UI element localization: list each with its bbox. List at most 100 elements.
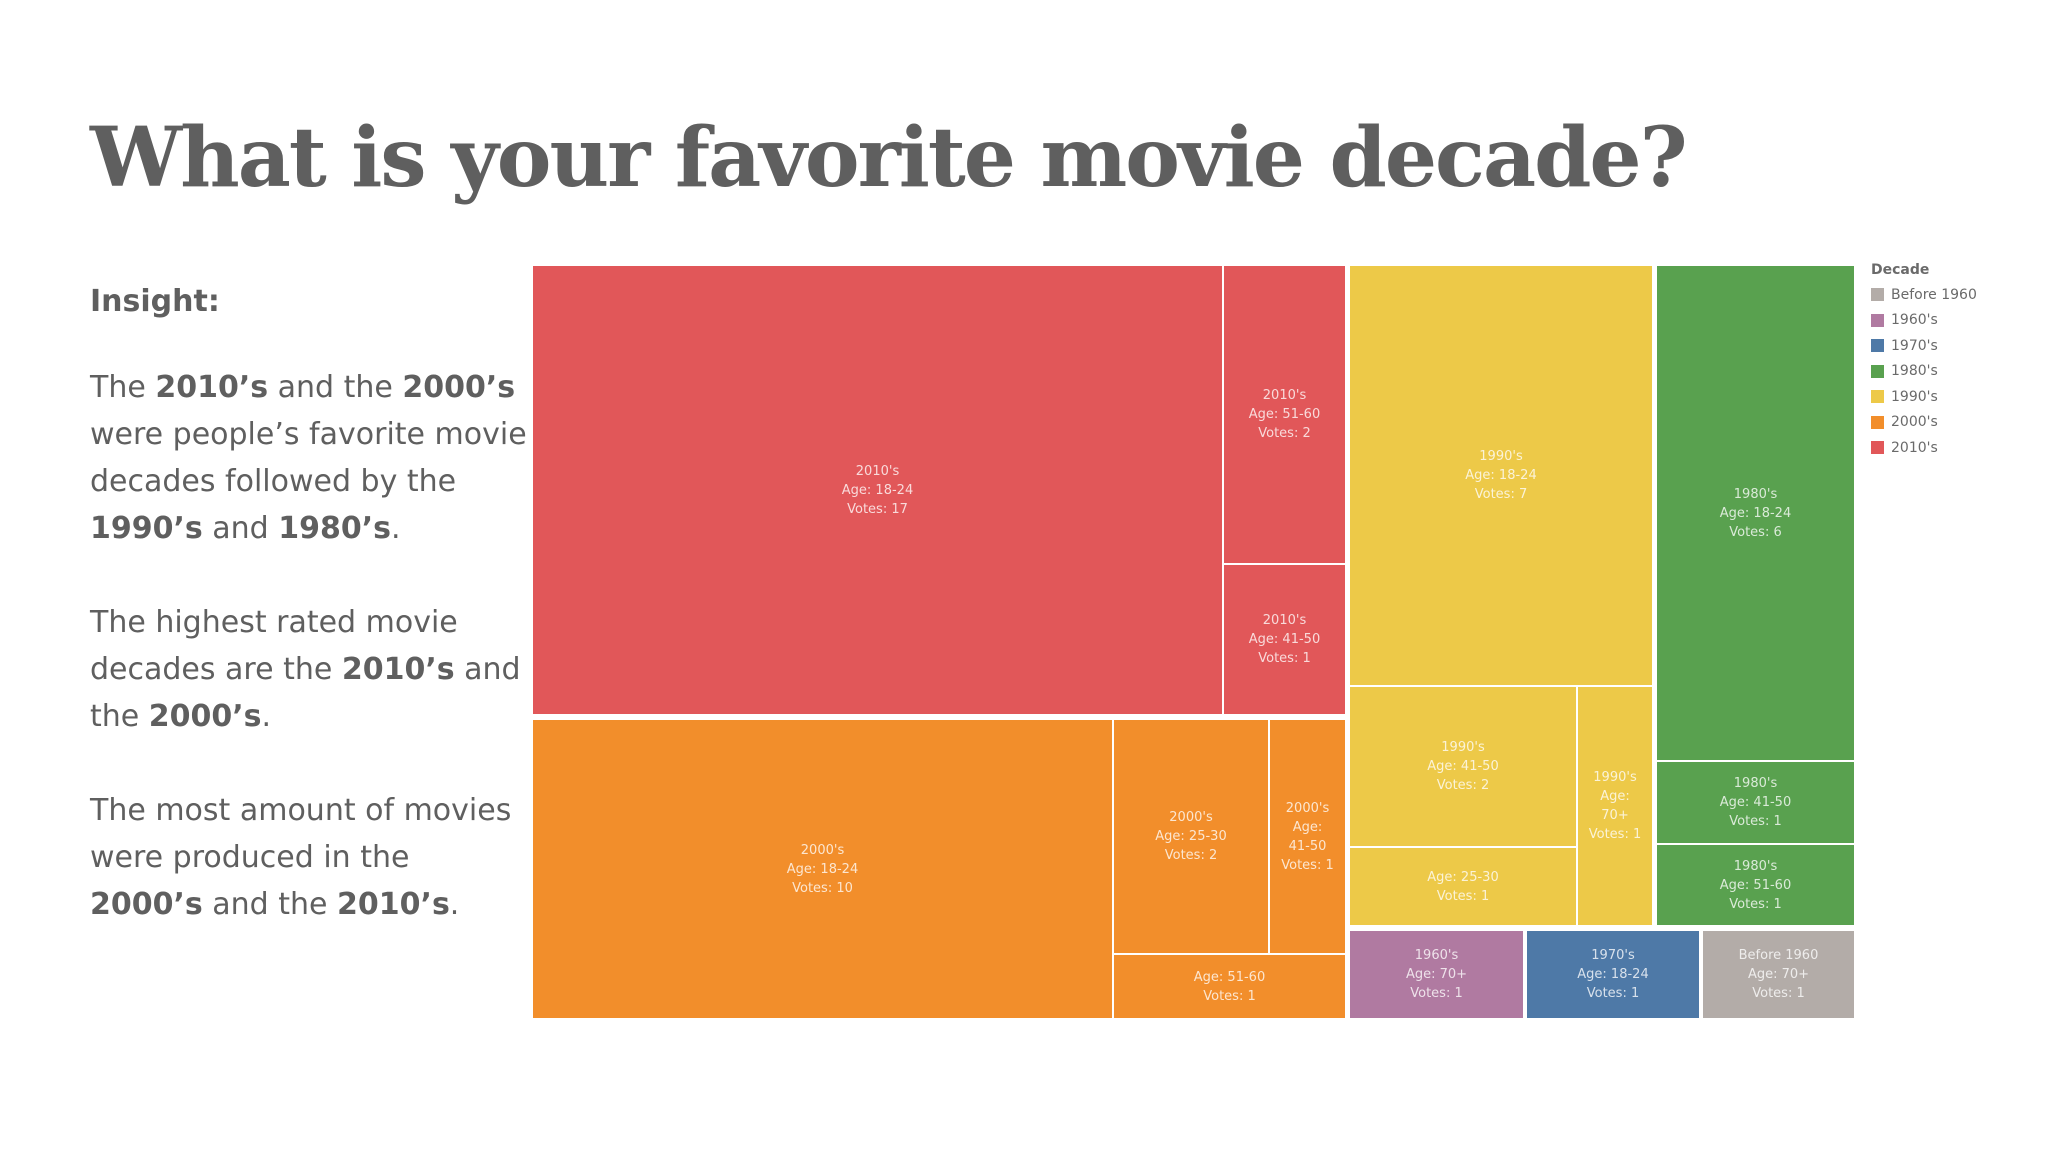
tile-label-line: 1980's <box>1733 776 1778 791</box>
tile-label: 2010's Age: 51-60 Votes: 2 <box>1249 386 1320 443</box>
tile-label-line: 1990's <box>1479 449 1523 464</box>
tile-label-line: 70+ <box>1601 808 1629 823</box>
tile-label: 1990's Age: 18-24 Votes: 7 <box>1465 447 1536 504</box>
treemap-tile: 1990's Age: 41-50 Votes: 2 <box>1350 687 1576 846</box>
tile-label-line: Votes: 6 <box>1729 524 1782 540</box>
insight-text: . <box>261 699 272 734</box>
legend-swatch <box>1871 288 1884 302</box>
tile-label-line: Votes: 1 <box>1729 896 1782 912</box>
tile-label-line: 1960's <box>1414 948 1459 963</box>
tile-label: 2010's Age: 18-24 Votes: 17 <box>842 462 913 519</box>
tile-label-line: Age: 18-24 <box>1465 468 1537 483</box>
tile-label-line: Age: 41-50 <box>1248 632 1321 647</box>
tile-label-line: Age: 25-30 <box>1155 829 1227 844</box>
insight-text: . <box>391 511 401 546</box>
insight-panel: Insight: The 2010’s and the 2000’s were … <box>90 282 530 975</box>
insight-paragraph-1: The 2010’s and the 2000’s were people’s … <box>90 364 530 552</box>
legend-label: 1960's <box>1891 312 1938 329</box>
tile-label-line: Votes: 1 <box>1586 986 1640 1001</box>
tile-label-line: Votes: 1 <box>1752 986 1805 1001</box>
treemap-tile: 1980's Age: 18-24 Votes: 6 <box>1657 266 1854 760</box>
tile-label: 1990's Age: 70+ Votes: 1 <box>1589 768 1642 844</box>
tile-label-line: Votes: 1 <box>1281 857 1334 873</box>
tile-label-line: Age: <box>1600 789 1630 804</box>
insight-emphasis: 2010’s <box>337 887 450 922</box>
tile-label-line: 2000's <box>800 842 845 858</box>
tile-label-line: Votes: 1 <box>1258 651 1311 666</box>
tile-label-line: Age: 70+ <box>1747 967 1810 982</box>
tile-label: 2000's Age: 41-50 Votes: 1 <box>1281 799 1334 875</box>
tile-label: 2000's Age: 25-30 Votes: 2 <box>1155 808 1226 865</box>
tile-label: 1990's Age: 41-50 Votes: 2 <box>1427 738 1498 795</box>
tile-label-line: Age: 18-24 <box>1577 967 1649 982</box>
legend-item: 1960's <box>1871 308 1977 334</box>
legend-item: Before 1960 <box>1871 282 1977 308</box>
page-title: What is your favorite movie decade? <box>90 110 1688 206</box>
insight-text: The highest rated movie decades are the <box>90 605 458 687</box>
insight-emphasis: 2010’s <box>155 370 269 405</box>
insight-emphasis: 2010’s <box>341 652 455 687</box>
legend-swatch <box>1871 313 1884 327</box>
chart-legend: Decade Before 1960 1960's 1970's 1980's 1990… <box>1871 262 1977 461</box>
insight-text: . <box>449 887 460 922</box>
tile-label-line: Votes: 10 <box>792 880 853 896</box>
treemap-tile: 1990's Age: 18-24 Votes: 7 <box>1350 266 1652 685</box>
legend-swatch <box>1871 441 1884 455</box>
tile-label-line: Votes: 1 <box>1729 814 1782 829</box>
insight-paragraph-2: The highest rated movie decades are the … <box>90 599 530 740</box>
treemap-tile: 1960's Age: 70+ Votes: 1 <box>1350 931 1523 1018</box>
legend-label: 2010's <box>1891 439 1938 456</box>
treemap-tile: Age: 25-30 Votes: 1 <box>1350 848 1576 925</box>
treemap-tile: Before 1960 Age: 70+ Votes: 1 <box>1703 931 1854 1018</box>
tile-label-line: 41-50 <box>1288 838 1327 854</box>
tile-label-line: Age: 70+ <box>1405 967 1468 982</box>
treemap-tile: 1980's Age: 51-60 Votes: 1 <box>1657 845 1854 925</box>
tile-label-line: Age: 18-24 <box>841 482 914 498</box>
tile-label-line: Votes: 1 <box>1203 988 1256 1004</box>
insight-paragraph-3: The most amount of movies were produced … <box>90 787 530 928</box>
legend-item: 2000's <box>1871 410 1977 436</box>
tile-label-line: 1980's <box>1733 486 1778 502</box>
treemap-tile: 1980's Age: 41-50 Votes: 1 <box>1657 762 1854 843</box>
tile-label-line: 2010's <box>1262 613 1307 628</box>
tile-label-line: Before 1960 <box>1738 948 1819 963</box>
tile-label: Before 1960 Age: 70+ Votes: 1 <box>1739 946 1819 1003</box>
treemap-chart: 2010's Age: 18-24 Votes: 17 2010's Age: 51-6… <box>533 266 1854 1018</box>
tile-label-line: 2010's <box>855 463 900 479</box>
tile-label-line: Votes: 1 <box>1410 986 1463 1001</box>
insight-heading: Insight: <box>90 284 220 319</box>
tile-label: 2010's Age: 41-50 Votes: 1 <box>1249 611 1320 668</box>
insight-text: and the <box>268 370 403 405</box>
legend-item: 1970's <box>1871 333 1977 359</box>
tile-label-line: Age: 18-24 <box>1719 505 1792 521</box>
insight-text: were people’s favorite movie decades fol… <box>90 417 527 499</box>
tile-label-line: Age: 25-30 <box>1427 869 1499 885</box>
tile-label-line: 2010's <box>1262 388 1307 403</box>
tile-label-line: Age: 41-50 <box>1719 795 1792 810</box>
tile-label-line: Votes: 2 <box>1436 778 1490 793</box>
treemap-tile: 1970's Age: 18-24 Votes: 1 <box>1527 931 1699 1018</box>
insight-emphasis: 2000’s <box>148 699 262 734</box>
tile-label-line: Age: 51-60 <box>1719 877 1792 893</box>
treemap-tile: 2000's Age: 25-30 Votes: 2 <box>1114 720 1268 953</box>
tile-label: 1960's Age: 70+ Votes: 1 <box>1406 946 1467 1003</box>
legend-item: 2010's <box>1871 435 1977 461</box>
tile-label: 1980's Age: 18-24 Votes: 6 <box>1720 485 1791 542</box>
insight-text: and the <box>90 652 521 734</box>
tile-label-line: Age: 51-60 <box>1193 969 1266 985</box>
legend-label: Before 1960 <box>1891 286 1977 303</box>
legend-item: 1990's <box>1871 384 1977 410</box>
insight-emphasis: 2000’s <box>90 887 203 922</box>
tile-label: 2000's Age: 18-24 Votes: 10 <box>787 841 858 898</box>
treemap-tile: 2010's Age: 18-24 Votes: 17 <box>533 266 1222 714</box>
tile-label-line: 1970's <box>1591 948 1635 963</box>
insight-text: The <box>90 370 156 405</box>
insight-text: and the <box>202 887 338 922</box>
insight-emphasis: 2000’s <box>402 370 516 405</box>
legend-title: Decade <box>1871 262 1930 278</box>
insight-emphasis: 1990’s <box>90 511 203 546</box>
tile-label-line: 1990's <box>1593 770 1637 785</box>
tile-label: Age: 25-30 Votes: 1 <box>1427 868 1498 906</box>
legend-label: 2000's <box>1891 414 1938 431</box>
